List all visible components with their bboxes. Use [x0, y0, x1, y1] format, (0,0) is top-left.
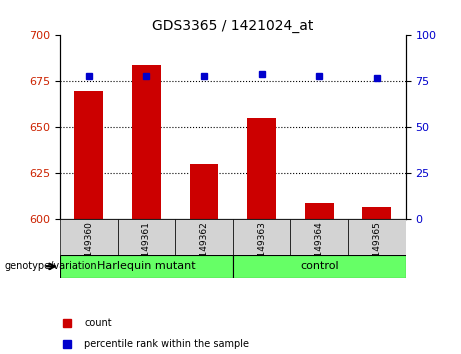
Bar [74, 91, 103, 219]
Bar [305, 203, 334, 219]
Text: count: count [84, 318, 112, 328]
Bar [362, 207, 391, 219]
Bar [247, 118, 276, 219]
Bar [233, 219, 290, 255]
Bar [290, 219, 348, 255]
Bar [175, 219, 233, 255]
Bar [60, 219, 118, 255]
Bar [132, 65, 161, 219]
Bar [348, 219, 406, 255]
Bar [60, 255, 233, 278]
Text: percentile rank within the sample: percentile rank within the sample [84, 339, 249, 349]
Text: control: control [300, 261, 338, 272]
Text: GSM149364: GSM149364 [315, 221, 324, 276]
Text: GSM149363: GSM149363 [257, 221, 266, 276]
Text: GSM149360: GSM149360 [84, 221, 93, 276]
Bar [189, 164, 219, 219]
Text: GSM149362: GSM149362 [200, 221, 208, 276]
Text: GSM149361: GSM149361 [142, 221, 151, 276]
Text: GSM149365: GSM149365 [372, 221, 381, 276]
Text: Harlequin mutant: Harlequin mutant [97, 261, 195, 272]
Bar [118, 219, 175, 255]
Bar [233, 255, 406, 278]
Text: genotype/variation: genotype/variation [5, 261, 97, 271]
Title: GDS3365 / 1421024_at: GDS3365 / 1421024_at [152, 19, 313, 33]
